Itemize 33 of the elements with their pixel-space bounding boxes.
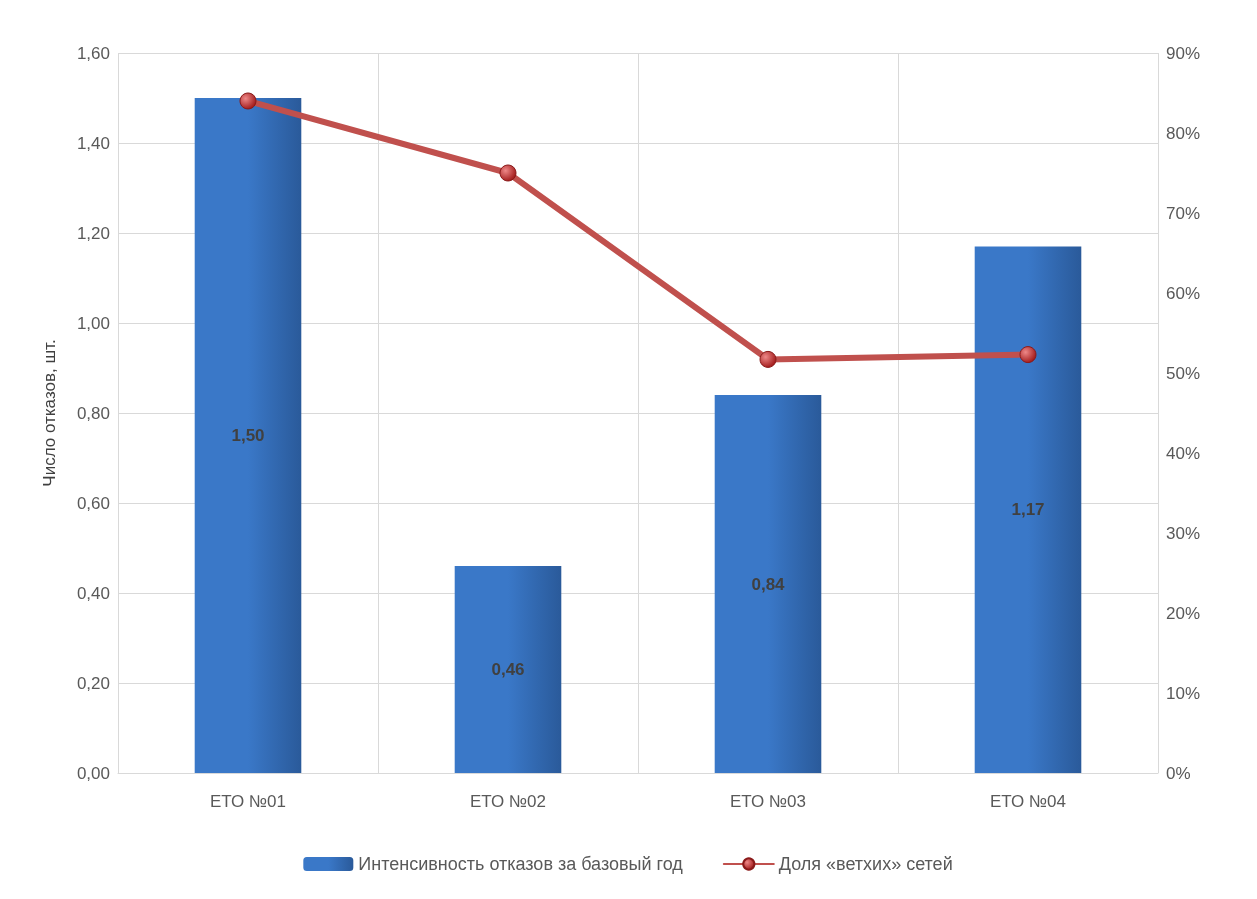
y-tick-label: 1,20	[76, 223, 110, 243]
y-tick-label: 0,60	[76, 493, 110, 513]
y-tick-label: 1,00	[76, 313, 110, 333]
y2-tick-label: 90%	[1166, 43, 1201, 63]
y2-tick-label: 0%	[1166, 763, 1191, 783]
y2-tick-label: 30%	[1166, 523, 1201, 543]
bar	[714, 395, 822, 773]
y-tick-label: 1,40	[76, 133, 110, 153]
y2-tick-label: 50%	[1166, 363, 1201, 383]
legend-label: Интенсивность отказов за базовый год	[358, 854, 684, 874]
y2-tick-label: 10%	[1166, 683, 1201, 703]
y2-tick-label: 40%	[1166, 443, 1201, 463]
y-tick-label: 0,80	[76, 403, 110, 423]
x-tick-label: ЕТО №01	[209, 792, 287, 811]
y-axis-title: Число отказов, шт.	[40, 339, 59, 487]
bar	[974, 246, 1082, 773]
bar	[454, 566, 562, 773]
y2-tick-label: 60%	[1166, 283, 1201, 303]
y-tick-label: 1,60	[76, 43, 110, 63]
x-tick-label: ЕТО №03	[729, 792, 807, 811]
data-label: 0,84	[751, 574, 786, 594]
x-tick-label: ЕТО №04	[989, 792, 1067, 811]
data-label: 0,46	[491, 660, 525, 679]
y2-tick-label: 70%	[1166, 203, 1201, 223]
y-tick-label: 0,00	[76, 763, 110, 783]
y-tick-label: 0,40	[76, 583, 110, 603]
legend-label: Доля «ветхих» сетей	[778, 854, 953, 874]
y2-tick-label: 20%	[1166, 603, 1201, 623]
data-label: 1,17	[1011, 500, 1045, 520]
y2-tick-label: 80%	[1166, 123, 1201, 143]
y-tick-label: 0,20	[76, 673, 110, 693]
data-label: 1,50	[231, 426, 265, 445]
x-tick-label: ЕТО №02	[469, 792, 547, 811]
